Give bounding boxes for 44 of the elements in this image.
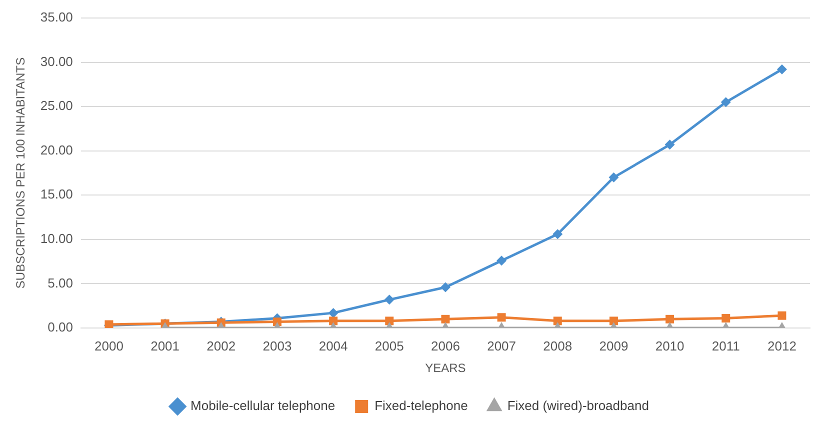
point bbox=[664, 140, 675, 150]
legend-label: Mobile-cellular telephone bbox=[190, 398, 336, 414]
y-tick-label: 25.00 bbox=[40, 98, 73, 114]
y-tick-label: 0.00 bbox=[48, 320, 73, 335]
x-tick-label: 2001 bbox=[150, 338, 180, 354]
point bbox=[552, 229, 563, 240]
y-axis-title: SUBSCRIPTIONS PER 100 INHABITANTS bbox=[14, 57, 28, 289]
y-tick-label: 15.00 bbox=[40, 186, 73, 202]
legend-label: Fixed (wired)-broadband bbox=[507, 398, 649, 414]
x-tick-label: 2006 bbox=[431, 338, 460, 354]
point bbox=[328, 308, 338, 318]
y-tick-label: 20.00 bbox=[40, 142, 73, 158]
point bbox=[776, 64, 787, 74]
point bbox=[608, 172, 619, 182]
x-tick-label: 2007 bbox=[487, 338, 516, 354]
point bbox=[722, 314, 730, 322]
y-tick-label: 5.00 bbox=[48, 275, 73, 290]
x-tick-label: 2008 bbox=[543, 338, 572, 354]
point bbox=[553, 316, 562, 326]
legend-label: Fixed-telephone bbox=[374, 398, 468, 414]
point bbox=[666, 314, 674, 324]
x-tick-label: 2011 bbox=[712, 338, 740, 354]
x-tick-label: 2012 bbox=[768, 338, 796, 354]
y-tick-label: 35.00 bbox=[40, 10, 73, 25]
point bbox=[385, 316, 394, 326]
point bbox=[329, 316, 338, 326]
x-tick-label: 2000 bbox=[94, 338, 124, 354]
x-axis-title: YEARS bbox=[425, 361, 466, 376]
x-tick-label: 2009 bbox=[599, 338, 628, 354]
x-tick-label: 2010 bbox=[655, 338, 684, 354]
point bbox=[441, 314, 450, 324]
x-tick-label: 2004 bbox=[318, 338, 348, 354]
x-tick-label: 2002 bbox=[206, 338, 236, 354]
point bbox=[609, 316, 618, 326]
point bbox=[720, 97, 731, 108]
point bbox=[496, 256, 507, 266]
y-tick-label: 30.00 bbox=[40, 54, 73, 69]
point bbox=[497, 313, 506, 322]
x-tick-label: 2003 bbox=[262, 338, 292, 354]
point bbox=[778, 311, 786, 320]
x-tick-label: 2005 bbox=[374, 338, 404, 354]
point bbox=[384, 294, 394, 305]
y-tick-label: 10.00 bbox=[40, 231, 73, 246]
point bbox=[440, 282, 450, 292]
